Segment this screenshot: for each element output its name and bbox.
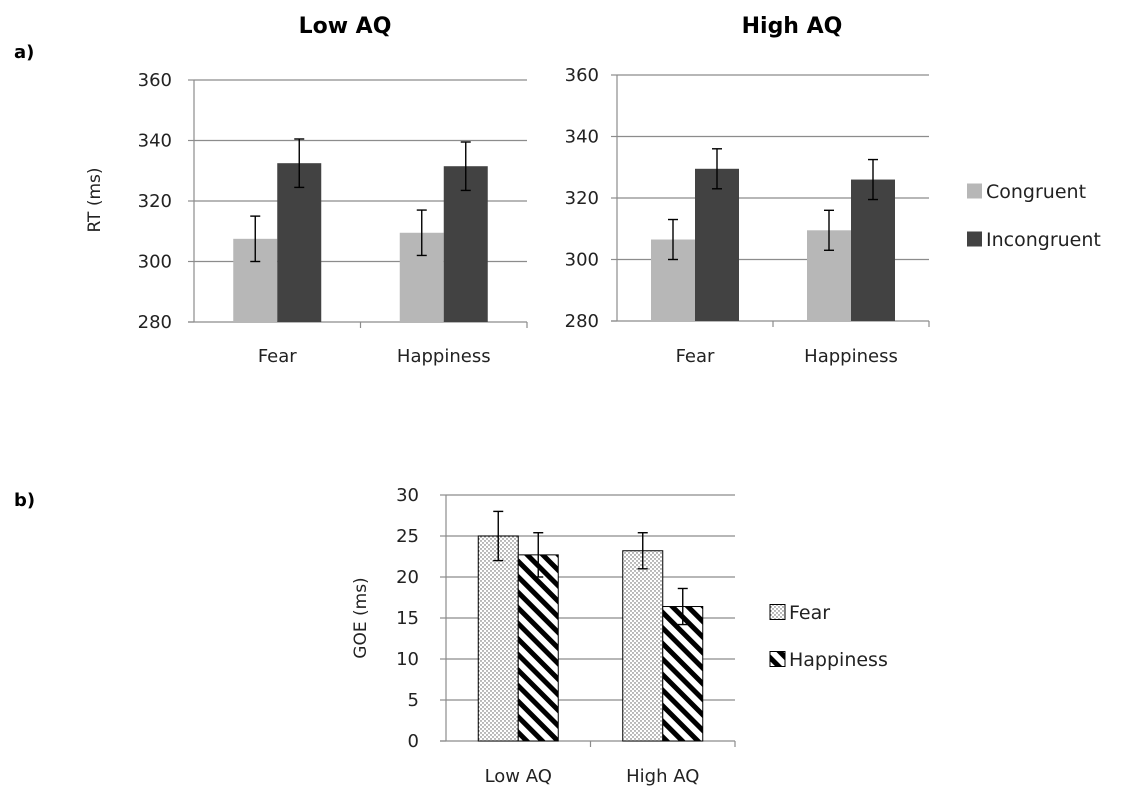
x-category-label: Fear	[676, 346, 715, 367]
y-tick-label: 320	[138, 191, 172, 212]
y-tick-label: 360	[138, 70, 172, 91]
bar-fear-high-aq	[622, 550, 664, 742]
y-tick-label: 300	[565, 250, 599, 271]
legend-swatch-fear	[769, 604, 786, 620]
chart-title: High AQ	[742, 14, 843, 39]
y-tick-label: 20	[396, 567, 419, 588]
legend-swatch-incongruent	[967, 231, 982, 247]
y-tick-label: 340	[565, 127, 599, 148]
legend-label-incongruent: Incongruent	[986, 229, 1101, 251]
legend-label-fear: Fear	[789, 602, 830, 624]
legend-label-happiness: Happiness	[789, 649, 888, 671]
y-tick-label: 300	[138, 252, 172, 273]
panel-label-b: b)	[14, 490, 35, 511]
bar-fear-low-aq	[477, 535, 519, 742]
y-tick-label: 340	[138, 131, 172, 152]
legend-swatch-happiness	[769, 651, 786, 667]
x-category-label: Low AQ	[485, 766, 552, 787]
x-category-label: Fear	[258, 346, 297, 367]
bar-happiness-low-aq	[517, 554, 559, 742]
x-category-label: High AQ	[626, 766, 699, 787]
y-axis-label: RT (ms)	[85, 167, 105, 232]
y-tick-label: 320	[565, 188, 599, 209]
y-tick-label: 360	[565, 65, 599, 86]
panel-label-a: a)	[14, 42, 34, 63]
y-tick-label: 25	[396, 526, 419, 547]
bar-incongruent-happiness	[443, 166, 488, 322]
y-tick-label: 5	[408, 690, 419, 711]
x-category-label: Happiness	[804, 346, 898, 367]
x-category-label: Happiness	[397, 346, 491, 367]
chart-goe: 0 5 10 15 20 25 30 GOE (ms) Low AQ High AQ Fear Hap…	[351, 485, 888, 787]
bar-incongruent-fear	[277, 163, 322, 322]
y-tick-label: 15	[396, 608, 419, 629]
legend-label-congruent: Congruent	[986, 181, 1086, 203]
chart-title: Low AQ	[299, 14, 392, 39]
y-tick-label: 0	[408, 731, 419, 752]
y-tick-label: 30	[396, 485, 419, 506]
y-tick-label: 280	[565, 311, 599, 332]
y-tick-label: 280	[138, 312, 172, 333]
bar-incongruent-fear	[695, 168, 739, 321]
chart-low-aq-rt: Low AQ 280 300 320 340 360 RT (ms) Fear Happines…	[85, 14, 528, 367]
y-axis-label: GOE (ms)	[351, 577, 371, 658]
y-tick-label: 10	[396, 649, 419, 670]
legend-swatch-congruent	[967, 183, 982, 199]
bar-incongruent-happiness	[851, 179, 895, 321]
bar-happiness-high-aq	[662, 606, 704, 742]
chart-high-aq-rt: High AQ 280 300 320 340 360 Fear Happiness Congr…	[565, 14, 1101, 367]
